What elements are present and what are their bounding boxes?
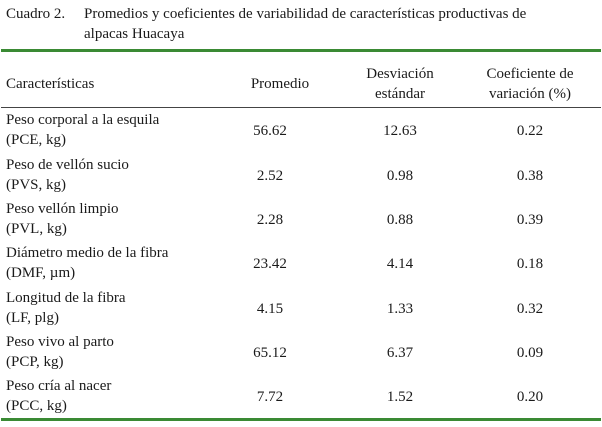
row-name-line-1: Peso cría al nacer <box>6 378 112 394</box>
cell-promedio: 2.52 <box>256 168 284 184</box>
header-desviacion-line-1: Desviación <box>366 66 434 82</box>
row-name: Peso vellón limpio (PVL, kg) <box>6 199 236 239</box>
row-name-line-1: Peso vellón limpio <box>6 201 119 217</box>
header-coeficiente-line-1: Coeficiente de <box>486 66 574 82</box>
caption-title-line-2: alpacas Huacaya <box>84 26 185 42</box>
header-coeficiente: Coeficiente de variación (%) <box>470 64 590 104</box>
cell-coeficiente: 0.09 <box>516 345 544 361</box>
header-rule <box>1 107 601 108</box>
table-row: Peso vivo al parto (PCP, kg) 65.12 6.37 … <box>0 332 602 376</box>
row-name-line-2: (PCE, kg) <box>6 132 66 148</box>
row-name-line-1: Longitud de la fibra <box>6 290 126 306</box>
cell-desviacion: 4.14 <box>386 256 414 272</box>
row-name: Peso corporal a la esquila (PCE, kg) <box>6 110 236 150</box>
cell-promedio: 2.28 <box>256 212 284 228</box>
cell-desviacion: 0.98 <box>386 168 414 184</box>
cell-coeficiente: 0.20 <box>516 389 544 405</box>
cell-promedio: 7.72 <box>256 389 284 405</box>
row-name: Peso cría al nacer (PCC, kg) <box>6 376 236 416</box>
header-coeficiente-line-2: variación (%) <box>488 86 572 102</box>
caption-label: Cuadro 2. <box>6 6 66 22</box>
row-name-line-2: (DMF, µm) <box>6 265 76 281</box>
row-name-line-2: (PCC, kg) <box>6 398 67 414</box>
cell-coeficiente: 0.39 <box>516 212 544 228</box>
row-name: Peso vivo al parto (PCP, kg) <box>6 332 236 372</box>
row-name-line-2: (PVS, kg) <box>6 177 67 193</box>
row-name-line-1: Peso corporal a la esquila <box>6 112 160 128</box>
row-name-line-1: Peso vivo al parto <box>6 334 114 350</box>
table-row: Peso vellón limpio (PVL, kg) 2.28 0.88 0… <box>0 199 602 243</box>
row-name-line-2: (LF, plg) <box>6 310 59 326</box>
cell-promedio: 4.15 <box>256 301 284 317</box>
row-name: Peso de vellón sucio (PVS, kg) <box>6 155 236 195</box>
row-name-line-2: (PVL, kg) <box>6 221 67 237</box>
header-promedio: Promedio <box>250 76 310 92</box>
header-caracteristicas: Características <box>6 76 95 92</box>
caption-line-1: Cuadro 2. Promedios y coeficientes de var… <box>6 4 596 24</box>
cell-desviacion: 1.52 <box>386 389 414 405</box>
caption-title-line-1: Promedios y coeficientes de variabilidad… <box>84 6 527 22</box>
cell-desviacion: 0.88 <box>386 212 414 228</box>
header-desviacion: Desviación estándar <box>355 64 445 104</box>
row-name-line-2: (PCP, kg) <box>6 354 64 370</box>
cell-desviacion: 12.63 <box>383 123 417 139</box>
cell-desviacion: 1.33 <box>386 301 414 317</box>
cell-coeficiente: 0.32 <box>516 301 544 317</box>
table-row: Peso corporal a la esquila (PCE, kg) 56.… <box>0 110 602 154</box>
cell-promedio: 56.62 <box>253 123 287 139</box>
cell-promedio: 23.42 <box>253 256 287 272</box>
table-row: Peso cría al nacer (PCC, kg) 7.72 1.52 0… <box>0 376 602 420</box>
header-desviacion-line-2: estándar <box>375 86 425 102</box>
cell-desviacion: 6.37 <box>386 345 414 361</box>
cell-coeficiente: 0.22 <box>516 123 544 139</box>
row-name: Diámetro medio de la fibra (DMF, µm) <box>6 243 236 283</box>
row-name-line-1: Diámetro medio de la fibra <box>6 245 169 261</box>
table-row: Diámetro medio de la fibra (DMF, µm) 23.… <box>0 243 602 287</box>
table-bottom-rule <box>1 418 601 421</box>
cell-coeficiente: 0.18 <box>516 256 544 272</box>
table-caption: Cuadro 2. Promedios y coeficientes de var… <box>6 4 596 44</box>
table-row: Longitud de la fibra (LF, plg) 4.15 1.33… <box>0 288 602 332</box>
cell-coeficiente: 0.38 <box>516 168 544 184</box>
row-name: Longitud de la fibra (LF, plg) <box>6 288 236 328</box>
cell-promedio: 65.12 <box>253 345 287 361</box>
table-top-rule <box>1 49 601 52</box>
row-name-line-1: Peso de vellón sucio <box>6 157 129 173</box>
table-row: Peso de vellón sucio (PVS, kg) 2.52 0.98… <box>0 155 602 199</box>
